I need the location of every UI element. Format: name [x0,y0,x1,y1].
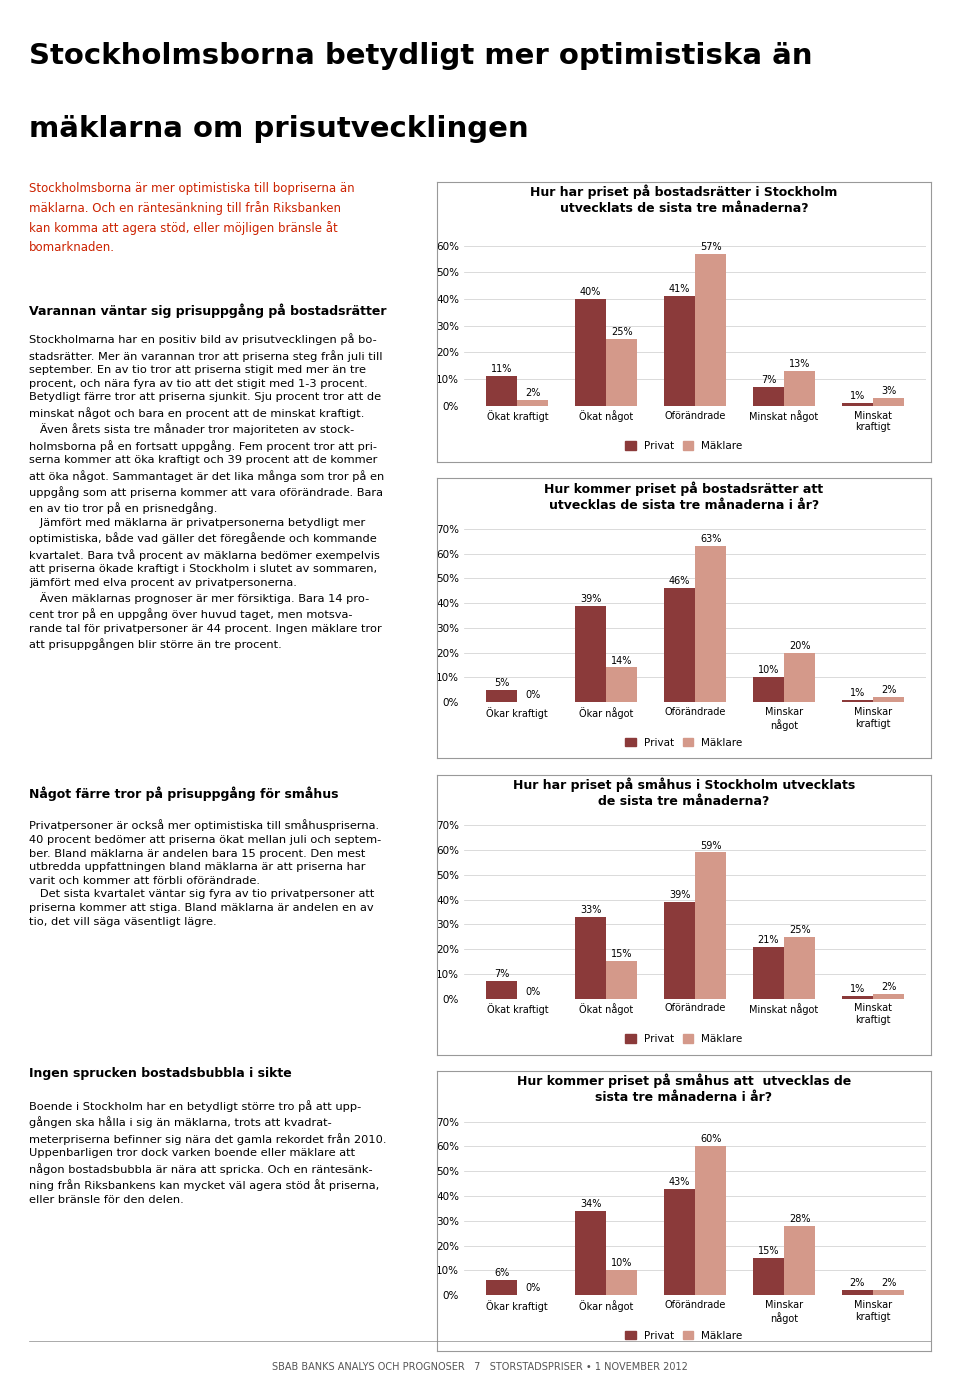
Text: 2%: 2% [525,388,540,398]
Bar [664,902,695,998]
Text: 2%: 2% [880,685,897,696]
Text: 11%: 11% [492,364,513,374]
Text: 7%: 7% [760,375,776,385]
Bar [784,371,815,406]
Bar [842,1291,873,1295]
Text: 10%: 10% [612,1259,633,1268]
Text: 39%: 39% [669,890,690,900]
Text: 7%: 7% [494,969,510,980]
Bar [606,339,637,406]
Text: Hur kommer priset på småhus att  utvecklas de
sista tre månaderna i år?: Hur kommer priset på småhus att utveckla… [516,1074,852,1105]
Bar [486,981,517,998]
Text: 21%: 21% [757,935,780,945]
Text: 1%: 1% [850,984,865,994]
Text: 2%: 2% [880,981,897,991]
Text: 25%: 25% [611,328,633,337]
Text: Stockholmarna har en positiv bild av prisutvecklingen på bo-
stadsrätter. Mer än: Stockholmarna har en positiv bild av pri… [29,333,384,651]
Text: 34%: 34% [580,1198,601,1208]
Bar [486,377,517,406]
Bar [575,300,606,406]
Legend: Privat, Mäklare: Privat, Mäklare [621,437,747,455]
Bar [695,546,726,703]
Text: 59%: 59% [700,840,721,851]
Bar [784,937,815,998]
Text: 1%: 1% [850,391,865,400]
Bar [842,403,873,406]
Bar [784,1226,815,1295]
Text: 63%: 63% [700,535,721,545]
Text: 28%: 28% [789,1214,810,1224]
Bar [606,1270,637,1295]
Text: mäklarna om prisutvecklingen: mäklarna om prisutvecklingen [29,115,528,143]
Text: 40%: 40% [580,287,601,297]
Text: 15%: 15% [611,949,633,959]
Text: SBAB BANKS ANALYS OCH PROGNOSER   7   STORSTADSPRISER • 1 NOVEMBER 2012: SBAB BANKS ANALYS OCH PROGNOSER 7 STORST… [272,1362,688,1372]
Text: 46%: 46% [669,577,690,587]
Bar [695,253,726,406]
Bar [664,588,695,703]
Text: 10%: 10% [757,665,780,675]
Text: 1%: 1% [850,687,865,697]
Bar [575,1211,606,1295]
Bar [873,398,904,406]
Bar [784,652,815,703]
Bar [486,1280,517,1295]
Bar [753,678,784,703]
Bar [575,917,606,998]
Bar [753,1259,784,1295]
Text: 39%: 39% [580,594,601,603]
Text: Hur kommer priset på bostadsrätter att
utvecklas de sista tre månaderna i år?: Hur kommer priset på bostadsrätter att u… [544,482,824,511]
Text: 41%: 41% [669,284,690,294]
Text: Varannan väntar sig prisuppgång på bostadsrätter: Varannan väntar sig prisuppgång på bosta… [29,304,386,318]
Bar [664,297,695,406]
Text: Ingen sprucken bostadsbubbla i sikte: Ingen sprucken bostadsbubbla i sikte [29,1067,292,1079]
Text: Privatpersoner är också mer optimistiska till småhuspriserna.
40 procent bedömer: Privatpersoner är också mer optimistiska… [29,819,381,927]
Bar [753,386,784,406]
Text: 0%: 0% [525,1282,540,1294]
Text: 2%: 2% [880,1278,897,1288]
Bar [486,690,517,703]
Text: 33%: 33% [580,904,601,916]
Text: 0%: 0% [525,987,540,997]
Text: Stockholmsborna är mer optimistiska till bopriserna än
mäklarna. Och en räntesän: Stockholmsborna är mer optimistiska till… [29,182,354,253]
Bar [517,400,548,406]
Bar [842,997,873,998]
Legend: Privat, Mäklare: Privat, Mäklare [621,734,747,752]
Bar [606,962,637,998]
Text: 3%: 3% [881,385,896,396]
Text: 5%: 5% [494,678,510,687]
Text: 14%: 14% [612,655,633,665]
Text: 60%: 60% [700,1134,721,1144]
Text: 13%: 13% [789,358,810,370]
Text: 0%: 0% [525,690,540,700]
Text: Boende i Stockholm har en betydligt större tro på att upp-
gången ska hålla i si: Boende i Stockholm har en betydligt stör… [29,1100,386,1204]
Legend: Privat, Mäklare: Privat, Mäklare [621,1326,747,1345]
Text: 6%: 6% [494,1268,510,1278]
Bar [606,668,637,703]
Legend: Privat, Mäklare: Privat, Mäklare [621,1030,747,1049]
Text: 43%: 43% [669,1176,690,1187]
Text: 25%: 25% [789,925,810,935]
Text: 15%: 15% [757,1246,780,1256]
Text: Hur har priset på småhus i Stockholm utvecklats
de sista tre månaderna?: Hur har priset på småhus i Stockholm utv… [513,777,855,808]
Bar [695,1147,726,1295]
Bar [695,853,726,998]
Text: 57%: 57% [700,242,722,252]
Bar [873,994,904,998]
Bar [842,700,873,703]
Bar [664,1189,695,1295]
Bar [753,946,784,998]
Bar [575,606,606,703]
Text: 2%: 2% [850,1278,865,1288]
Text: Något färre tror på prisuppgång för småhus: Något färre tror på prisuppgång för småh… [29,787,338,801]
Text: 20%: 20% [789,641,810,651]
Text: Hur har priset på bostadsrätter i Stockholm
utvecklats de sista tre månaderna?: Hur har priset på bostadsrätter i Stockh… [530,185,838,216]
Bar [873,1291,904,1295]
Text: Stockholmsborna betydligt mer optimistiska än: Stockholmsborna betydligt mer optimistis… [29,42,812,70]
Bar [873,697,904,703]
